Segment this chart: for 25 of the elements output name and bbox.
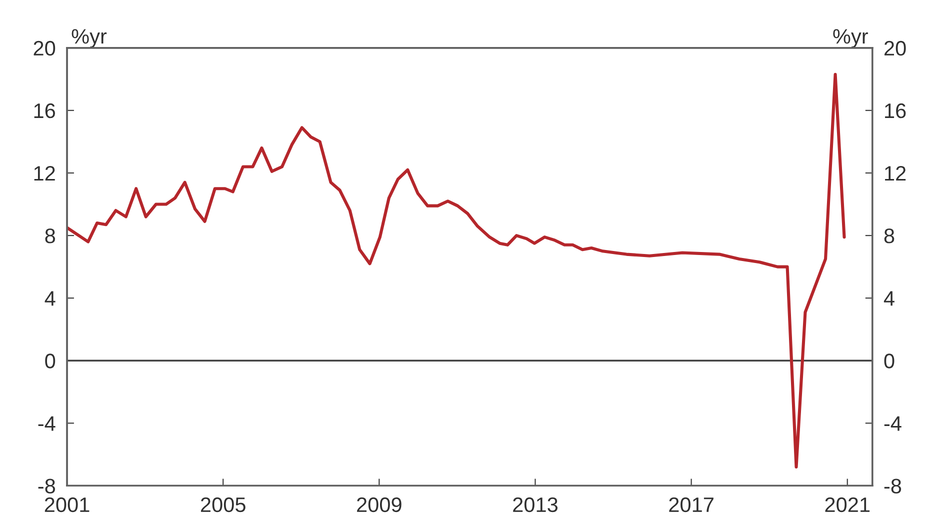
y-tick-label: 8	[45, 228, 56, 244]
x-tick-label: 2013	[513, 497, 558, 512]
y2-tick-label: 16	[885, 103, 906, 118]
y-tick-label: 20	[34, 40, 56, 56]
y-tick-label: 0	[45, 354, 56, 368]
y2-axis-title: %yr	[833, 29, 868, 48]
y-tick-label: -8	[38, 478, 56, 494]
y-axis-title: %yr	[72, 29, 107, 48]
y2-tick-label: -4	[884, 416, 902, 431]
y2-tick-label: 4	[884, 291, 894, 306]
x-tick-label: 2005	[200, 497, 246, 512]
y-tick-label: -4	[38, 416, 56, 431]
x-tick-label: 2009	[357, 497, 402, 512]
y-tick-label: 4	[44, 291, 56, 306]
x-tick-label: 2017	[669, 497, 714, 512]
y2-tick-label: 0	[884, 354, 894, 368]
x-tick-label: 2021	[825, 497, 870, 512]
x-tick-label: 2001	[44, 497, 90, 512]
y2-tick-label: 12	[885, 166, 906, 181]
y-tick-label: 12	[34, 166, 55, 181]
y-tick-label: 16	[34, 103, 56, 118]
y2-tick-label: 20	[884, 40, 906, 56]
y2-tick-label: 8	[884, 228, 894, 244]
line-series	[67, 72, 846, 468]
y2-tick-label: -8	[884, 478, 902, 494]
